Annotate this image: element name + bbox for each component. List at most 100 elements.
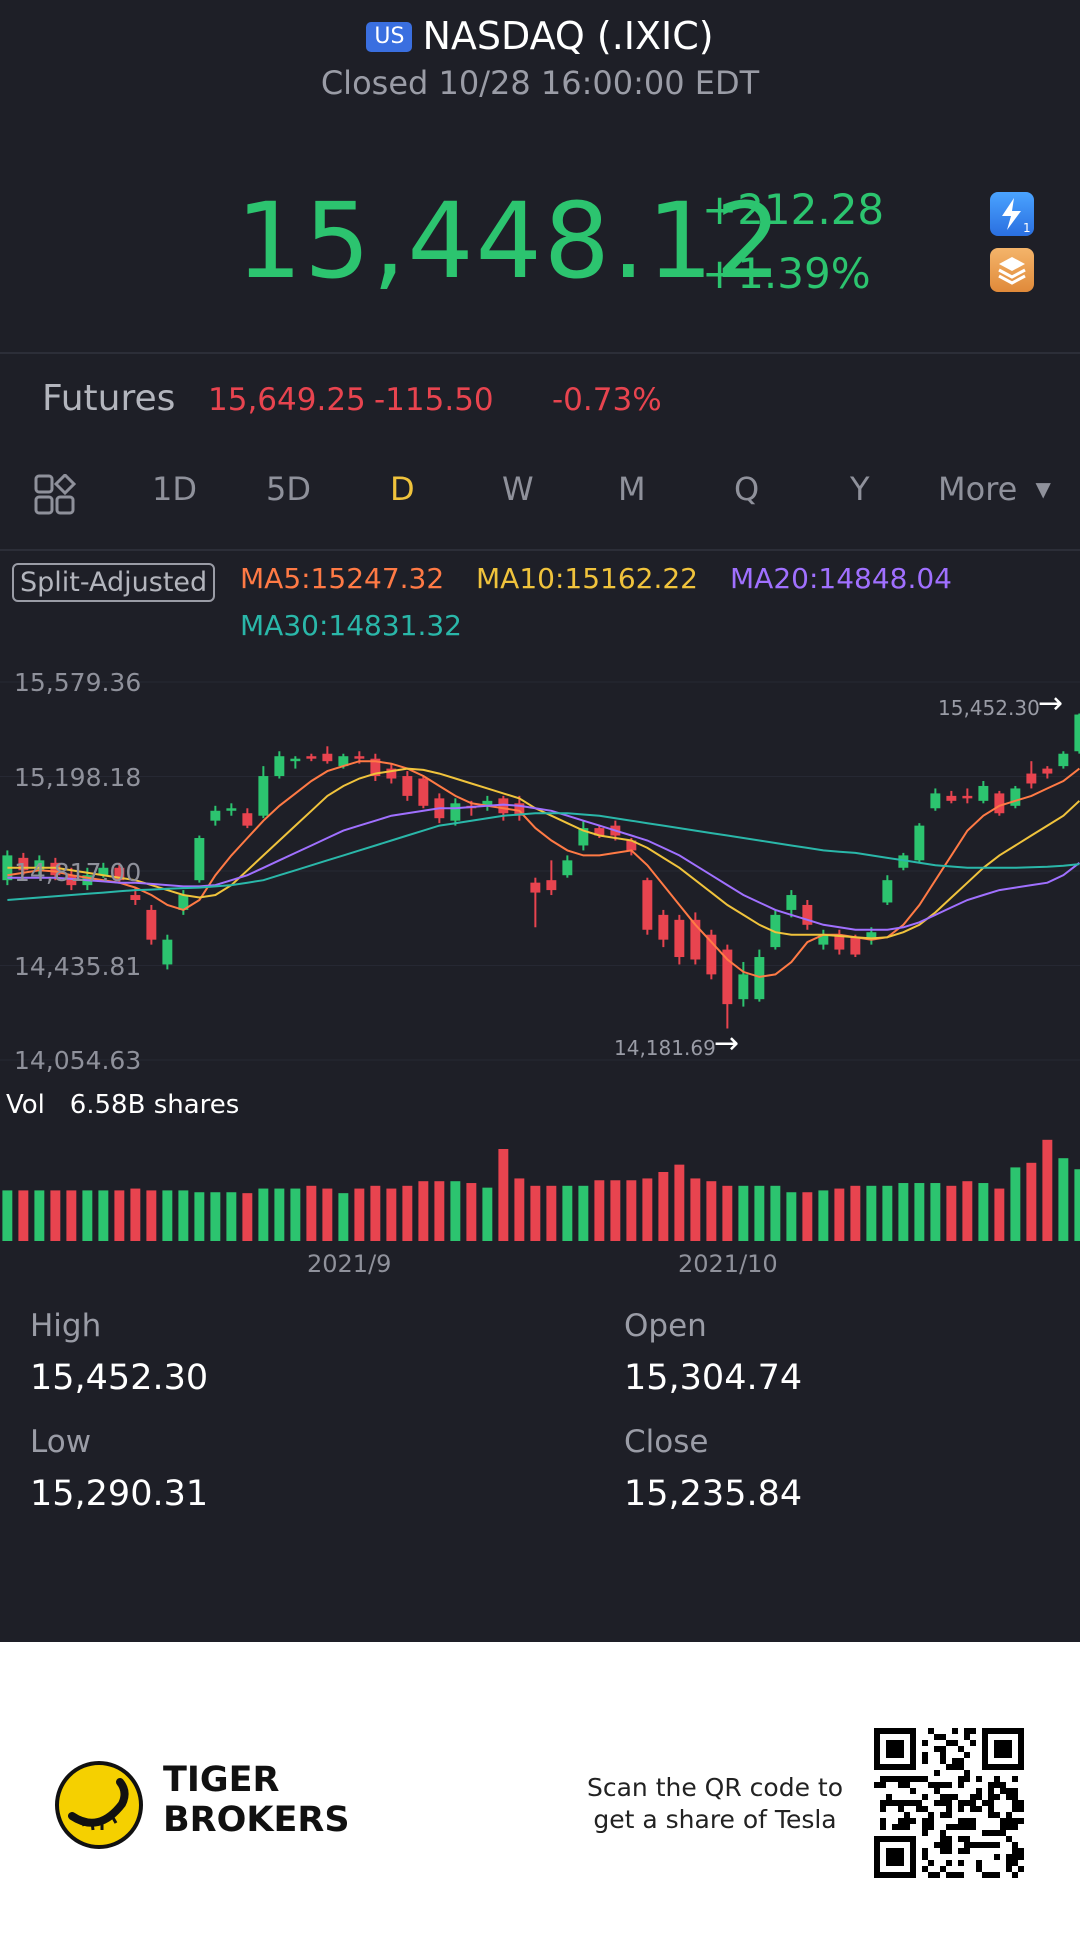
candle-body [274,756,285,777]
volume-bar [594,1180,605,1241]
tab-daily[interactable]: D [390,470,415,508]
volume-bar [466,1183,477,1241]
scan-line2: get a share of Tesla [593,1805,837,1834]
layout-grid-icon[interactable] [34,472,77,524]
candle-body [114,867,125,881]
volume-bar [98,1190,109,1241]
volume-bar [994,1188,1005,1241]
futures-price: 15,649.25 [208,382,366,418]
volume-bar [50,1190,61,1241]
candle-body [194,838,205,881]
volume-bar [370,1185,381,1241]
arrow-right-icon: → [714,1026,740,1061]
candle-body [786,895,797,910]
lightning-level1-icon[interactable]: 1 [990,192,1034,236]
ma10-line [7,767,1080,940]
volume-bar [450,1181,461,1241]
volume-bar [482,1187,493,1241]
volume-bar [834,1188,845,1241]
volume-bar [130,1188,141,1241]
tab-5d[interactable]: 5D [266,470,311,508]
candle-body [930,793,941,809]
split-adjusted-toggle[interactable]: Split-Adjusted [12,563,216,602]
volume-bar [946,1185,957,1241]
volume-bar [786,1192,797,1241]
volume-bar [530,1185,541,1241]
volume-bar [1058,1158,1069,1241]
volume-bar [354,1188,365,1241]
qr-code-icon[interactable] [874,1728,1024,1882]
volume-bar [66,1190,77,1241]
candle-body [754,957,765,1000]
footer-banner: TIGER BROKERS Scan the QR code to get a … [0,1642,1080,1960]
volume-bar [258,1188,269,1241]
ma30-value: MA30:14831.32 [240,609,462,642]
candle-body [450,803,461,821]
candle-body [514,803,525,816]
candle-body [898,855,909,868]
price-change: +212.28 [702,185,885,234]
market-status: Closed 10/28 16:00:00 EDT [320,64,760,102]
period-tabs: 1D 5D D W M Q Y More ▼ [0,470,1080,526]
instrument-name: NASDAQ (.IXIC) [422,14,714,58]
candle-body [1058,753,1069,767]
tab-monthly[interactable]: M [618,470,646,508]
candle-body [946,795,957,801]
candle-body [770,914,781,948]
volume-bar [34,1190,45,1241]
volume-bar [930,1183,941,1241]
candle-body [98,867,109,876]
volume-title: Vol [6,1090,45,1120]
volume-bar [658,1172,669,1241]
candle-body [306,756,317,759]
candle-body [482,800,493,806]
candle-body [738,974,749,1000]
tab-quarterly[interactable]: Q [734,470,760,508]
volume-bar [914,1183,925,1241]
volume-bar [1026,1162,1037,1241]
volume-bar [578,1185,589,1241]
y-axis-tick: 14,817.00 [14,858,142,887]
candle-body [34,860,45,871]
futures-label: Futures [42,378,176,419]
tab-more[interactable]: More ▼ [938,470,1051,508]
candle-body [338,756,349,767]
brand-name: TIGER BROKERS [163,1760,350,1840]
divider [0,352,1080,354]
volume-bar [274,1188,285,1241]
price-change-block: +212.28 +1.39% [702,178,884,306]
candle-body [546,880,557,891]
candle-body [146,909,157,940]
candle-body [498,798,509,814]
volume-bar [674,1164,685,1241]
volume-bar [562,1185,573,1241]
volume-bar [498,1149,509,1241]
tab-weekly[interactable]: W [502,470,534,508]
tab-yearly[interactable]: Y [850,470,870,508]
volume-bar [770,1185,781,1241]
layers-icon[interactable] [990,248,1034,292]
candle-body [962,795,973,799]
candle-body [722,949,733,1005]
volume-bar [1074,1169,1080,1241]
candle-body [386,768,397,779]
volume-bar [1042,1139,1053,1241]
candlestick-chart[interactable] [0,660,1080,1260]
volume-bar [1010,1167,1021,1241]
candle-body [370,758,381,777]
volume-bar [802,1192,813,1241]
candle-body [594,828,605,836]
volume-bar [882,1185,893,1241]
candle-body [802,904,813,925]
candle-body [418,778,429,806]
volume-bar [402,1185,413,1241]
tab-1d[interactable]: 1D [152,470,197,508]
low-marker-label: 14,181.69 [614,1036,716,1060]
volume-value: 6.58B shares [69,1090,240,1120]
brand-line1: TIGER [163,1760,280,1800]
instrument-title: US NASDAQ (.IXIC) [0,14,1080,58]
divider [0,549,1080,551]
candle-body [402,776,413,796]
volume-bar [306,1185,317,1241]
candle-body [210,810,221,821]
